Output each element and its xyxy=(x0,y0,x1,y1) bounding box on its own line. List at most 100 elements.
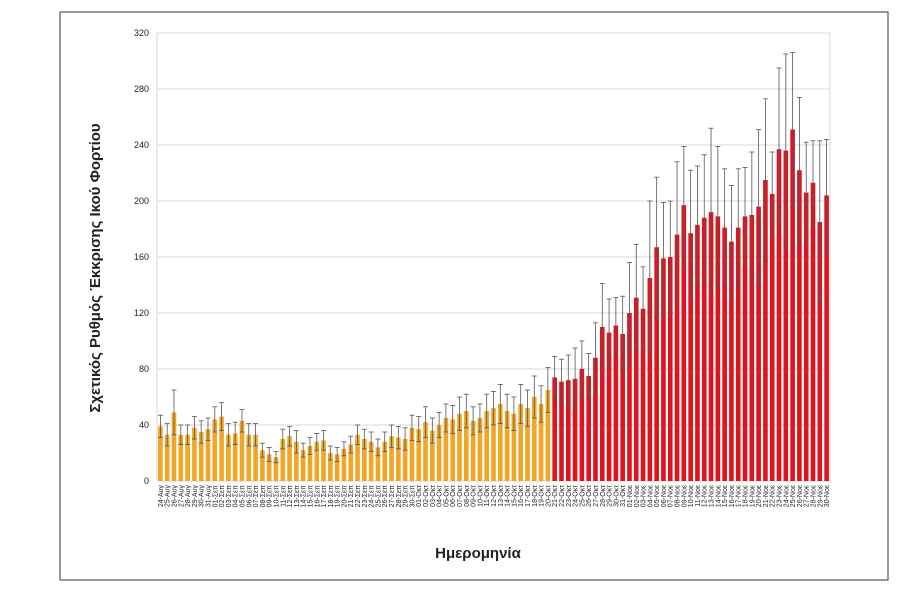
y-tick-label: 80 xyxy=(139,364,149,374)
x-tick-label: 28-Νοε xyxy=(811,485,818,507)
bar xyxy=(402,439,408,481)
error-bar xyxy=(647,200,653,356)
bar xyxy=(559,381,564,481)
bar xyxy=(491,408,496,481)
x-tick-label: 06-Σεπ xyxy=(246,485,253,508)
x-tick-label: 26-Οκτ xyxy=(586,485,593,507)
error-bar xyxy=(470,406,476,436)
bar xyxy=(783,150,789,481)
error-bar xyxy=(552,355,558,399)
x-tick-label: 18-Σεπ xyxy=(328,485,335,508)
x-tick-label: 24-Αυγ xyxy=(158,485,165,508)
x-tick-label: 06-Νοε xyxy=(661,485,668,507)
x-tick-label: 21-Οκτ xyxy=(552,485,559,507)
error-bar xyxy=(293,430,299,454)
bar xyxy=(450,419,456,481)
x-tick-label: 29-Οκτ xyxy=(607,485,614,507)
error-bar xyxy=(708,127,714,297)
bar xyxy=(824,195,829,481)
error-bar xyxy=(674,161,680,308)
x-tick-label: 07-Οκτ xyxy=(457,485,464,507)
bar xyxy=(572,378,578,481)
bar xyxy=(620,334,625,481)
y-tick-label: 0 xyxy=(144,476,149,486)
error-bar xyxy=(694,165,700,285)
error-bar xyxy=(504,393,510,429)
x-tick-label: 05-Σεπ xyxy=(239,485,246,508)
x-tick-label: 21-Σεπ xyxy=(348,485,355,508)
x-tick-label: 03-Σεπ xyxy=(226,485,233,508)
error-bar xyxy=(355,424,361,446)
x-tick-label: 02-Σεπ xyxy=(219,485,226,508)
x-tick-label: 07-Νοε xyxy=(668,485,675,507)
x-tick-label: 22-Νοε xyxy=(770,485,777,507)
error-bar xyxy=(382,431,388,453)
bar xyxy=(185,434,190,481)
error-bar xyxy=(688,169,694,297)
bar xyxy=(715,216,721,481)
x-tick-label: 29-Αυγ xyxy=(192,485,199,508)
x-tick-label: 30-Σεπ xyxy=(409,485,416,508)
bar xyxy=(321,440,326,481)
error-bar xyxy=(429,417,435,444)
bar xyxy=(654,247,659,481)
bar xyxy=(749,215,755,481)
bar xyxy=(484,411,490,481)
x-tick-label: 28-Σεπ xyxy=(396,485,403,508)
bar xyxy=(294,441,299,481)
x-tick-label: 24-Σεπ xyxy=(369,485,376,508)
bar xyxy=(742,216,748,481)
x-tick-label: 15-Οκτ xyxy=(511,485,518,507)
x-tick-label: 14-Νοε xyxy=(715,485,722,507)
error-bar xyxy=(497,383,503,425)
bar xyxy=(341,448,347,481)
error-bar xyxy=(300,442,306,458)
x-tick-label: 09-Σεπ xyxy=(267,485,274,508)
x-tick-label: 05-Οκτ xyxy=(443,485,450,507)
bar xyxy=(504,411,510,481)
x-tick-label: 11-Νοε xyxy=(695,485,702,507)
error-bar xyxy=(606,298,612,367)
bar xyxy=(158,426,163,481)
x-tick-label: 02-Οκτ xyxy=(423,485,430,507)
bar xyxy=(627,313,632,481)
bar xyxy=(586,376,591,481)
x-tick-label: 25-Νοε xyxy=(790,485,797,507)
bar xyxy=(790,129,795,481)
bar xyxy=(171,412,177,481)
bar xyxy=(667,257,673,481)
x-tick-label: 14-Σεπ xyxy=(301,485,308,508)
error-bar xyxy=(545,367,551,413)
bar xyxy=(722,227,727,481)
error-bar xyxy=(246,423,252,447)
error-bar xyxy=(538,385,544,423)
error-bar xyxy=(273,451,279,464)
bar xyxy=(470,420,476,481)
error-bar xyxy=(735,168,741,287)
error-bar xyxy=(178,424,184,446)
error-bar xyxy=(389,424,395,448)
bar xyxy=(192,427,197,481)
bar xyxy=(205,429,211,481)
x-tick-label: 13-Οκτ xyxy=(498,485,505,507)
x-tick-label: 19-Οκτ xyxy=(539,485,546,507)
bar xyxy=(695,224,700,482)
error-bar xyxy=(327,445,333,461)
x-axis-title: Ημερομηνία xyxy=(435,545,521,562)
error-bar xyxy=(667,200,673,314)
x-tick-label: 16-Νοε xyxy=(729,485,736,507)
error-bar xyxy=(287,425,293,447)
bar xyxy=(538,404,544,481)
x-tick-label: 23-Νοε xyxy=(777,485,784,507)
error-bar xyxy=(191,416,197,440)
x-tick-label: 20-Σεπ xyxy=(341,485,348,508)
error-bar xyxy=(375,438,381,457)
x-tick-label: 13-Νοε xyxy=(709,485,716,507)
x-tick-label: 10-Σεπ xyxy=(273,485,280,508)
error-bar xyxy=(368,431,374,453)
bar xyxy=(232,433,238,481)
x-tick-label: 20-Νοε xyxy=(756,485,763,507)
bar xyxy=(443,418,449,481)
x-tick-label: 25-Οκτ xyxy=(579,485,586,507)
error-bar xyxy=(341,441,347,457)
